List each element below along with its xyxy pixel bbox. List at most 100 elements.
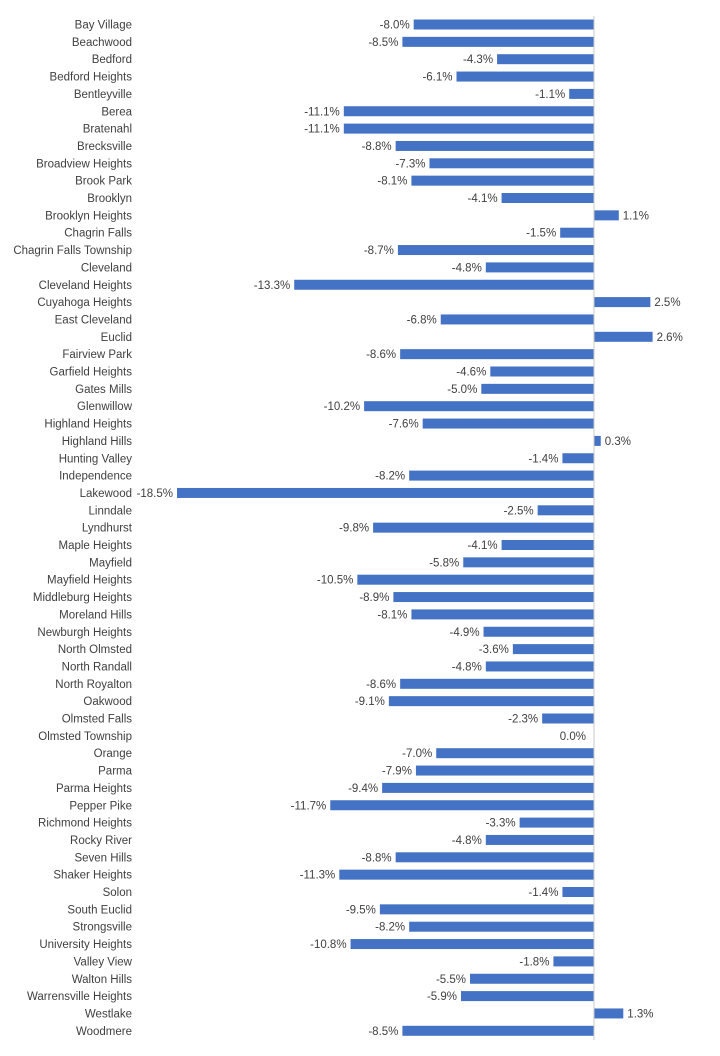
category-label-maple-heights: Maple Heights	[58, 540, 132, 552]
bar-mayfield-heights	[357, 574, 594, 585]
category-label-lakewood: Lakewood	[80, 488, 132, 500]
bar-highland-hills	[594, 435, 601, 446]
bar-north-olmsted	[512, 644, 594, 655]
value-label-seven-hills: -8.8%	[362, 852, 392, 864]
value-label-berea: -11.1%	[304, 106, 340, 118]
bar-hunting-valley	[562, 453, 594, 464]
value-label-brook-park: -8.1%	[377, 176, 407, 188]
bar-woodmere	[402, 1025, 594, 1036]
value-label-east-cleveland: -6.8%	[407, 314, 437, 326]
value-label-bedford: -4.3%	[463, 54, 493, 66]
value-label-north-royalton: -8.6%	[366, 679, 396, 691]
value-label-oakwood: -9.1%	[355, 696, 385, 708]
category-label-euclid: Euclid	[101, 332, 132, 344]
value-label-strongsville: -8.2%	[375, 922, 405, 934]
category-label-gates-mills: Gates Mills	[75, 384, 132, 396]
value-label-cleveland-heights: -13.3%	[254, 280, 290, 292]
bar-pepper-pike	[330, 800, 594, 811]
category-label-shaker-heights: Shaker Heights	[53, 870, 132, 882]
category-label-bentleyville: Bentleyville	[74, 89, 132, 101]
bar-highland-heights	[422, 418, 594, 429]
bar-shaker-heights	[339, 869, 594, 880]
value-label-north-randall: -4.8%	[452, 661, 482, 673]
bar-olmsted-falls	[542, 713, 594, 724]
category-label-garfield-heights: Garfield Heights	[50, 367, 133, 379]
category-label-rocky-river: Rocky River	[70, 835, 132, 847]
category-label-linndale: Linndale	[89, 505, 132, 517]
bar-east-cleveland	[440, 314, 594, 325]
category-label-valley-view: Valley View	[74, 956, 133, 968]
bar-brooklyn	[501, 193, 594, 203]
value-label-newburgh-heights: -4.9%	[450, 627, 480, 639]
bar-chagrin-falls-township	[397, 245, 594, 256]
value-label-chagrin-falls: -1.5%	[526, 228, 556, 240]
category-label-bedford-heights: Bedford Heights	[50, 72, 133, 84]
category-label-mayfield-heights: Mayfield Heights	[47, 575, 132, 587]
bar-university-heights	[350, 939, 594, 950]
category-labels: Bay Village Beachwood Bedford Bedford Heigh…	[13, 20, 132, 1038]
category-label-cleveland-heights: Cleveland Heights	[39, 280, 133, 292]
value-label-rocky-river: -4.8%	[452, 835, 482, 847]
category-label-woodmere: Woodmere	[76, 1026, 132, 1038]
bar-bedford	[497, 54, 594, 65]
bar-euclid	[594, 331, 653, 342]
value-label-lakewood: -18.5%	[137, 488, 173, 500]
value-label-bay-village: -8.0%	[380, 20, 410, 32]
bar-fairview-park	[400, 349, 594, 360]
category-label-brook-park: Brook Park	[75, 176, 132, 188]
category-label-north-royalton: North Royalton	[55, 679, 132, 691]
bar-newburgh-heights	[483, 626, 594, 637]
category-label-brooklyn: Brooklyn	[87, 193, 132, 205]
value-label-bedford-heights: -6.1%	[422, 72, 452, 84]
category-label-east-cleveland: East Cleveland	[55, 314, 132, 326]
bar-orange	[436, 748, 594, 759]
value-label-solon: -1.4%	[528, 887, 558, 899]
value-label-highland-heights: -7.6%	[389, 419, 419, 431]
bar-brook-park	[411, 175, 594, 186]
category-label-westlake: Westlake	[85, 1008, 132, 1020]
category-label-chagrin-falls-township: Chagrin Falls Township	[13, 245, 132, 257]
category-label-seven-hills: Seven Hills	[74, 852, 132, 864]
bar-brooklyn-heights	[594, 210, 619, 221]
category-label-glenwillow: Glenwillow	[77, 401, 133, 413]
category-label-olmsted-township: Olmsted Township	[38, 731, 132, 743]
bar-strongsville	[409, 921, 594, 932]
value-label-euclid: 2.6%	[657, 332, 683, 344]
bar-glenwillow	[364, 401, 594, 412]
bar-brecksville	[395, 140, 594, 151]
value-label-fairview-park: -8.6%	[366, 349, 396, 361]
value-label-mayfield: -5.8%	[429, 557, 459, 569]
bar-cleveland-heights	[294, 279, 594, 290]
value-label-independence: -8.2%	[375, 471, 405, 483]
category-label-pepper-pike: Pepper Pike	[69, 800, 132, 812]
bar-north-royalton	[400, 678, 594, 689]
category-label-bratenahl: Bratenahl	[83, 124, 132, 136]
value-label-cleveland: -4.8%	[452, 262, 482, 274]
bar-cleveland	[485, 262, 594, 273]
bar-beachwood	[402, 36, 594, 47]
category-label-cuyahoga-heights: Cuyahoga Heights	[37, 297, 132, 309]
value-label-bratenahl: -11.1%	[304, 124, 340, 136]
bar-walton-hills	[470, 973, 594, 984]
bar-warrensville-heights	[461, 991, 594, 1002]
bar-gates-mills	[481, 383, 594, 394]
value-label-brooklyn: -4.1%	[468, 193, 498, 205]
category-label-north-randall: North Randall	[62, 661, 132, 673]
category-label-walton-hills: Walton Hills	[72, 974, 133, 986]
bar-cuyahoga-heights	[594, 297, 651, 308]
category-label-south-euclid: South Euclid	[67, 904, 132, 916]
bar-bentleyville	[569, 88, 594, 99]
value-label-bentleyville: -1.1%	[535, 89, 565, 101]
bar-parma-heights	[382, 782, 594, 793]
category-label-parma-heights: Parma Heights	[56, 783, 132, 795]
value-label-lyndhurst: -9.8%	[339, 523, 369, 535]
category-label-university-heights: University Heights	[39, 939, 132, 951]
bar-moreland-hills	[411, 609, 594, 620]
category-label-oakwood: Oakwood	[83, 696, 132, 708]
value-label-orange: -7.0%	[402, 748, 432, 760]
value-label-walton-hills: -5.5%	[436, 974, 466, 986]
category-label-moreland-hills: Moreland Hills	[59, 609, 132, 621]
bar-valley-view	[553, 956, 594, 967]
category-label-north-olmsted: North Olmsted	[58, 644, 132, 656]
